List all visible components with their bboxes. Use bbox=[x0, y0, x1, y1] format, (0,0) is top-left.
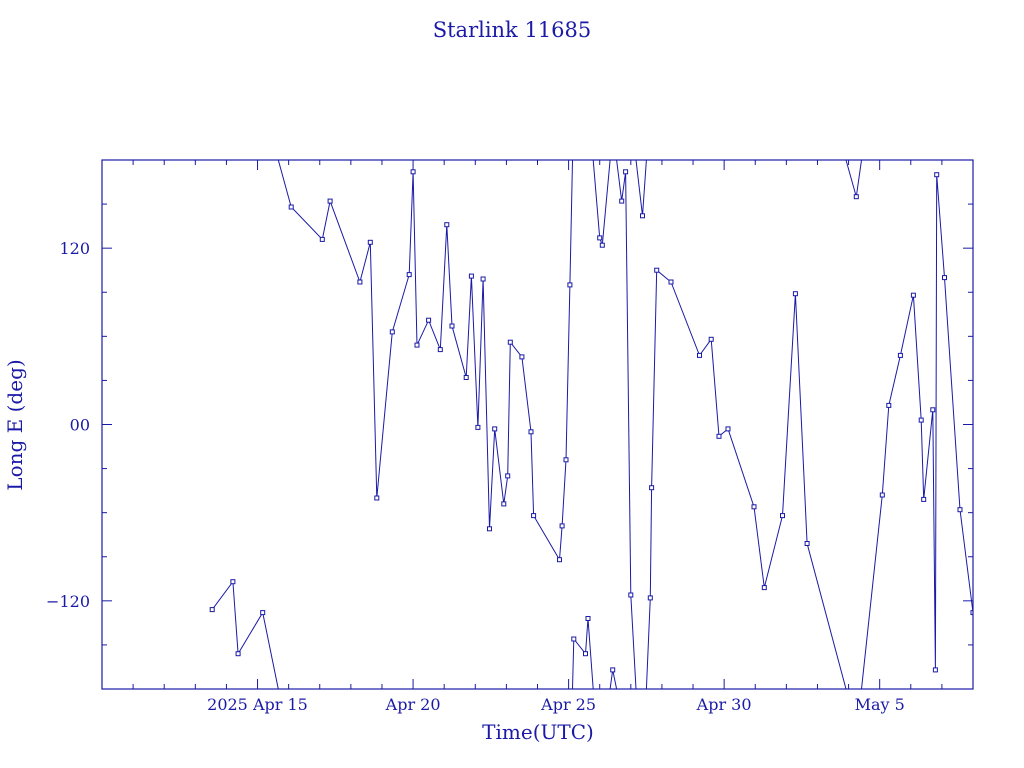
x-axis-label: Time(UTC) bbox=[482, 720, 594, 744]
axis-ticks bbox=[102, 160, 973, 689]
data-point bbox=[697, 352, 702, 358]
series-line-segment bbox=[861, 174, 973, 689]
data-point bbox=[209, 607, 215, 613]
data-point bbox=[519, 354, 525, 360]
data-point bbox=[853, 194, 859, 200]
data-point bbox=[389, 329, 395, 335]
data-point bbox=[444, 222, 450, 228]
data-point bbox=[879, 492, 885, 498]
data-point bbox=[406, 272, 412, 278]
plot-frame bbox=[101, 159, 974, 690]
data-point bbox=[628, 592, 634, 598]
data-point bbox=[918, 417, 924, 423]
data-point bbox=[932, 667, 938, 673]
data-point bbox=[367, 239, 373, 245]
y-tick-label: 00 bbox=[70, 416, 90, 435]
data-point bbox=[327, 198, 333, 204]
data-point bbox=[886, 402, 892, 408]
data-point bbox=[921, 496, 927, 502]
data-point bbox=[288, 204, 294, 210]
data-point bbox=[623, 169, 629, 175]
data-point bbox=[649, 485, 655, 491]
data-point bbox=[610, 667, 616, 673]
data-point bbox=[235, 651, 241, 657]
data-point bbox=[571, 636, 577, 642]
data-point bbox=[619, 198, 625, 204]
data-point bbox=[804, 541, 810, 546]
data-point bbox=[647, 595, 653, 601]
data-point bbox=[480, 276, 486, 282]
y-tick-label: −120 bbox=[46, 592, 90, 611]
data-point bbox=[708, 336, 714, 342]
data-point bbox=[357, 279, 363, 285]
data-point bbox=[505, 473, 511, 479]
data-point bbox=[597, 235, 603, 241]
data-point bbox=[559, 523, 565, 529]
data-point bbox=[897, 352, 903, 358]
data-point bbox=[507, 339, 513, 345]
data-point bbox=[531, 513, 537, 519]
data-point bbox=[910, 292, 916, 298]
data-point bbox=[557, 557, 562, 563]
data-point bbox=[468, 273, 474, 279]
data-point bbox=[751, 504, 757, 510]
x-tick-label: Apr 20 bbox=[385, 695, 441, 714]
x-tick-label: Apr 25 bbox=[540, 695, 596, 714]
series-line-segment bbox=[277, 160, 573, 562]
data-point bbox=[567, 282, 573, 288]
y-tick-label: 120 bbox=[59, 239, 90, 258]
data-point bbox=[463, 375, 469, 380]
data-point bbox=[563, 457, 569, 463]
data-point bbox=[410, 169, 416, 175]
data-point bbox=[930, 407, 936, 413]
data-point bbox=[761, 585, 767, 591]
data-point bbox=[260, 610, 266, 616]
y-axis-label: Long E (deg) bbox=[3, 359, 27, 490]
data-point bbox=[449, 323, 455, 329]
data-point bbox=[426, 317, 432, 323]
data-point bbox=[970, 610, 973, 616]
data-point bbox=[934, 172, 940, 178]
plot-area bbox=[209, 160, 973, 689]
data-point bbox=[475, 424, 481, 430]
data-point bbox=[583, 651, 588, 657]
data-point bbox=[374, 495, 380, 501]
series-line-segment bbox=[592, 160, 611, 246]
data-point bbox=[780, 513, 785, 519]
data-point bbox=[640, 213, 645, 219]
data-point bbox=[501, 501, 507, 507]
data-point bbox=[487, 526, 492, 532]
x-tick-label: May 5 bbox=[855, 695, 905, 714]
chart-title: Starlink 11685 bbox=[433, 18, 592, 42]
data-point bbox=[528, 429, 534, 435]
data-point bbox=[414, 342, 420, 348]
data-point bbox=[957, 507, 963, 513]
data-point bbox=[492, 426, 498, 432]
data-point bbox=[725, 426, 731, 432]
x-tick-label: 2025 Apr 15 bbox=[207, 695, 308, 714]
data-point bbox=[668, 279, 674, 285]
data-point bbox=[319, 236, 325, 242]
axis-tick-labels: 2025 Apr 15 Apr 20 Apr 25 Apr 30 May 5 120 00 −… bbox=[46, 239, 905, 714]
data-point bbox=[716, 433, 722, 439]
data-point bbox=[437, 347, 443, 353]
data-point bbox=[654, 267, 660, 273]
data-point bbox=[585, 616, 591, 621]
data-point bbox=[230, 579, 236, 585]
data-point bbox=[792, 291, 798, 297]
data-point bbox=[599, 242, 605, 248]
data-point bbox=[942, 275, 947, 281]
x-tick-label: Apr 30 bbox=[696, 695, 752, 714]
